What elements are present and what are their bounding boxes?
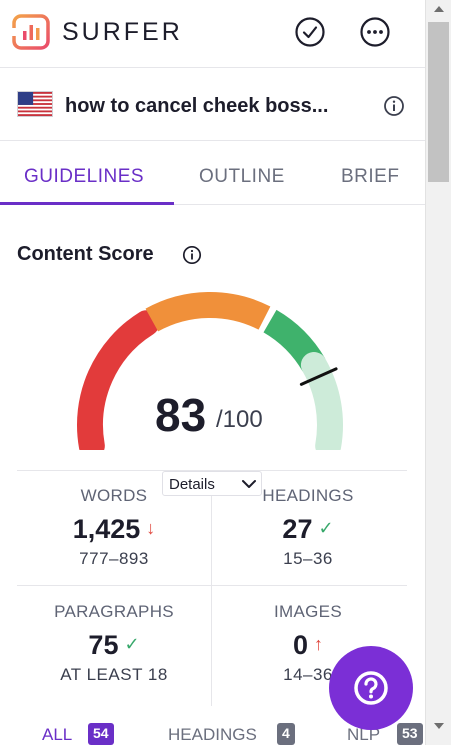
arrow-down-icon: ↓: [146, 518, 156, 538]
more-horizontal-icon[interactable]: [359, 16, 391, 48]
stat-paragraphs: PARAGRAPHS 75 ✓ AT LEAST 18: [17, 602, 211, 685]
stat-words: WORDS 1,425 ↓ 777–893: [17, 486, 211, 569]
details-label: Details: [169, 476, 215, 493]
stat-label: IMAGES: [274, 602, 342, 621]
tab-guidelines[interactable]: GUIDELINES: [24, 166, 145, 187]
stat-label: WORDS: [80, 486, 148, 505]
checkmark-icon: ✓: [318, 518, 334, 538]
stat-range: 15–36: [283, 549, 333, 568]
stat-label: PARAGRAPHS: [54, 602, 174, 621]
filter-count-badge: 4: [277, 723, 295, 745]
check-circle-icon[interactable]: [294, 16, 326, 48]
checkmark-icon: ✓: [124, 634, 140, 654]
stat-range: 14–36: [283, 665, 333, 684]
stat-images: IMAGES 0 ↑ 14–36: [211, 602, 405, 685]
surfer-logo-icon: [12, 14, 50, 50]
gauge-segment-remaining: [300, 352, 343, 450]
active-tab-indicator: [0, 202, 174, 205]
scroll-up-arrow-icon[interactable]: [434, 6, 444, 12]
details-button[interactable]: Details: [162, 471, 262, 496]
keyword-row: how to cancel cheek boss...: [0, 69, 425, 141]
grid-divider: [211, 496, 212, 706]
filter-tab-headings[interactable]: HEADINGS: [168, 725, 257, 744]
chevron-down-icon: [242, 480, 256, 488]
main-tabs: GUIDELINES OUTLINE BRIEF: [0, 142, 425, 205]
content-score-max: /100: [216, 406, 263, 433]
arrow-up-icon: ↑: [314, 634, 324, 654]
stat-range: AT LEAST 18: [60, 665, 168, 684]
question-icon: [354, 671, 388, 705]
stat-label: HEADINGS: [262, 486, 354, 505]
gauge-segment-orange: [145, 292, 271, 332]
scroll-down-arrow-icon[interactable]: [434, 723, 444, 729]
us-flag-icon: [17, 91, 53, 117]
scrollbar-thumb[interactable]: [428, 22, 449, 182]
content-score-gauge: [77, 292, 343, 450]
stat-headings: HEADINGS 27 ✓ 15–36: [211, 486, 405, 569]
stat-value: 1,425: [72, 514, 141, 544]
stat-value: 0: [292, 630, 309, 660]
stat-value: 75: [88, 630, 119, 660]
surfer-panel: SURFER how to cancel cheek boss...: [0, 0, 425, 745]
grid-divider: [17, 470, 407, 471]
stat-value: 27: [282, 514, 313, 544]
content-score-title: Content Score: [17, 243, 154, 265]
gauge-segment-red: [77, 310, 160, 450]
filter-count-badge: 53: [397, 723, 423, 745]
gauge-needle: [299, 367, 338, 386]
brand-name: SURFER: [62, 18, 183, 46]
tab-brief[interactable]: BRIEF: [341, 166, 400, 187]
grid-divider: [17, 585, 407, 586]
filter-tab-all[interactable]: ALL: [42, 725, 73, 744]
info-icon[interactable]: [182, 245, 202, 265]
filter-count-badge: 54: [88, 723, 114, 745]
help-button[interactable]: [329, 646, 413, 730]
tab-outline[interactable]: OUTLINE: [199, 166, 285, 187]
keyword-text: how to cancel cheek boss...: [65, 95, 329, 117]
app-header: SURFER: [0, 0, 425, 68]
info-icon[interactable]: [383, 95, 405, 117]
content-score-value: 83: [155, 389, 207, 441]
vertical-scrollbar[interactable]: [425, 0, 451, 745]
stat-range: 777–893: [79, 549, 149, 568]
